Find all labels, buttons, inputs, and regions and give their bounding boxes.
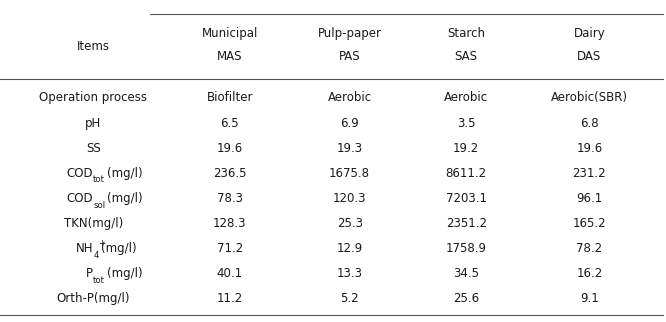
- Text: 128.3: 128.3: [213, 217, 246, 230]
- Text: Items: Items: [77, 40, 110, 53]
- Text: 165.2: 165.2: [573, 217, 606, 230]
- Text: Dairy: Dairy: [573, 27, 605, 40]
- Text: pH: pH: [85, 117, 101, 129]
- Text: tot: tot: [93, 175, 105, 185]
- Text: 12.9: 12.9: [336, 242, 363, 255]
- Text: 78.2: 78.2: [576, 242, 603, 255]
- Text: 11.2: 11.2: [216, 292, 243, 305]
- Text: sol: sol: [93, 201, 105, 210]
- Text: 19.6: 19.6: [576, 142, 603, 155]
- Text: COD: COD: [67, 192, 93, 205]
- Text: 6.8: 6.8: [580, 117, 599, 129]
- Text: 120.3: 120.3: [333, 192, 366, 205]
- Text: 96.1: 96.1: [576, 192, 603, 205]
- Text: 3.5: 3.5: [457, 117, 476, 129]
- Text: SAS: SAS: [455, 50, 478, 63]
- Text: 78.3: 78.3: [216, 192, 243, 205]
- Text: (mg/l): (mg/l): [107, 267, 143, 280]
- Text: 40.1: 40.1: [216, 267, 243, 280]
- Text: (mg/l): (mg/l): [107, 167, 143, 180]
- Text: TKN(mg/l): TKN(mg/l): [64, 217, 123, 230]
- Text: (mg/l): (mg/l): [107, 192, 143, 205]
- Text: 4: 4: [93, 251, 99, 260]
- Text: 6.9: 6.9: [340, 117, 359, 129]
- Text: 8611.2: 8611.2: [446, 167, 487, 180]
- Text: PAS: PAS: [339, 50, 360, 63]
- Text: 19.2: 19.2: [453, 142, 480, 155]
- Text: SS: SS: [86, 142, 101, 155]
- Text: 13.3: 13.3: [336, 267, 363, 280]
- Text: 7203.1: 7203.1: [446, 192, 487, 205]
- Text: 71.2: 71.2: [216, 242, 243, 255]
- Text: P: P: [86, 267, 93, 280]
- Text: Biofilter: Biofilter: [206, 91, 253, 104]
- Text: 25.3: 25.3: [336, 217, 363, 230]
- Text: 2351.2: 2351.2: [446, 217, 487, 230]
- Text: Municipal: Municipal: [202, 27, 258, 40]
- Text: tot: tot: [93, 276, 105, 285]
- Text: 1758.9: 1758.9: [446, 242, 487, 255]
- Text: 5.2: 5.2: [340, 292, 359, 305]
- Text: 236.5: 236.5: [213, 167, 246, 180]
- Text: Starch: Starch: [447, 27, 486, 40]
- Text: 6.5: 6.5: [220, 117, 239, 129]
- Text: Pulp-paper: Pulp-paper: [318, 27, 382, 40]
- Text: NH: NH: [76, 242, 93, 255]
- Text: (mg/l): (mg/l): [101, 242, 137, 255]
- Text: MAS: MAS: [217, 50, 242, 63]
- Text: +: +: [98, 239, 105, 248]
- Text: Aerobic: Aerobic: [328, 91, 372, 104]
- Text: 34.5: 34.5: [453, 267, 480, 280]
- Text: 19.6: 19.6: [216, 142, 243, 155]
- Text: Aerobic: Aerobic: [444, 91, 488, 104]
- Text: DAS: DAS: [577, 50, 601, 63]
- Text: 19.3: 19.3: [336, 142, 363, 155]
- Text: 1675.8: 1675.8: [329, 167, 370, 180]
- Text: 25.6: 25.6: [453, 292, 480, 305]
- Text: 16.2: 16.2: [576, 267, 603, 280]
- Text: Orth-P(mg/l): Orth-P(mg/l): [57, 292, 130, 305]
- Text: COD: COD: [67, 167, 93, 180]
- Text: 231.2: 231.2: [573, 167, 606, 180]
- Text: Operation process: Operation process: [39, 91, 147, 104]
- Text: Aerobic(SBR): Aerobic(SBR): [551, 91, 628, 104]
- Text: 9.1: 9.1: [580, 292, 599, 305]
